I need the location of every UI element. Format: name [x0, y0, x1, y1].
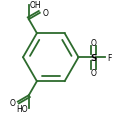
Text: HO: HO	[16, 104, 28, 113]
Text: O: O	[9, 98, 15, 107]
Text: OH: OH	[30, 1, 42, 10]
Text: O: O	[42, 9, 48, 18]
Text: O: O	[91, 68, 96, 77]
Text: F: F	[107, 53, 111, 62]
Text: O: O	[91, 38, 96, 47]
Text: S: S	[90, 53, 97, 62]
